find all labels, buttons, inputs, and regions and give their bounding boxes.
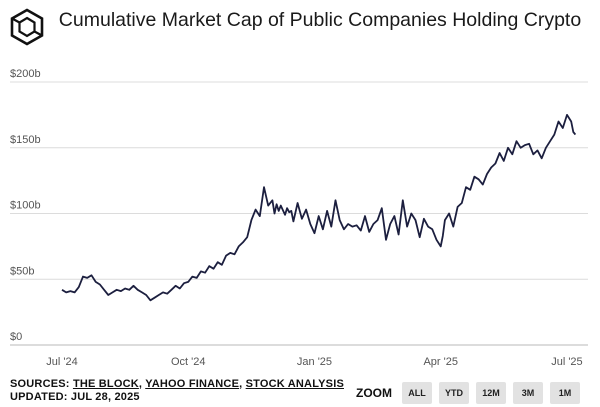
y-tick-label: $150b bbox=[10, 134, 41, 146]
the-block-logo bbox=[10, 8, 44, 46]
y-tick-label: $200b bbox=[10, 68, 41, 80]
source-link-the-block[interactable]: THE BLOCK bbox=[72, 378, 139, 390]
zoom-label: ZOOM bbox=[356, 386, 392, 400]
updated-date: UPDATED: JUL 28, 2025 bbox=[10, 391, 140, 403]
sources-line: SOURCES: THE BLOCK, YAHOO FINANCE, STOCK… bbox=[10, 378, 344, 390]
zoom-ytd-button[interactable]: YTD bbox=[439, 382, 469, 404]
x-tick-label: Oct '24 bbox=[171, 356, 206, 368]
x-tick-label: Apr '25 bbox=[423, 356, 458, 368]
y-tick-label: $0 bbox=[10, 331, 22, 343]
zoom-3m-button[interactable]: 3M bbox=[513, 382, 543, 404]
x-tick-label: Jul '25 bbox=[551, 356, 582, 368]
series-line bbox=[61, 114, 577, 302]
zoom-12m-button[interactable]: 12M bbox=[476, 382, 506, 404]
x-tick-label: Jan '25 bbox=[297, 356, 332, 368]
zoom-all-button[interactable]: ALL bbox=[402, 382, 432, 404]
zoom-1m-button[interactable]: 1M bbox=[550, 382, 580, 404]
chart-footer: SOURCES: THE BLOCK, YAHOO FINANCE, STOCK… bbox=[10, 378, 344, 404]
y-tick-label: $50b bbox=[10, 265, 34, 277]
chart-title: Cumulative Market Cap of Public Companie… bbox=[58, 9, 582, 31]
source-link-stock-analysis[interactable]: STOCK ANALYSIS bbox=[245, 378, 344, 390]
y-tick-label: $100b bbox=[10, 200, 41, 212]
x-tick-label: Jul '24 bbox=[46, 356, 77, 368]
source-link-yahoo-finance[interactable]: YAHOO FINANCE bbox=[145, 378, 240, 390]
sources-prefix: SOURCES: bbox=[10, 378, 70, 390]
zoom-controls: ZOOM ALL YTD 12M 3M 1M bbox=[356, 381, 580, 405]
